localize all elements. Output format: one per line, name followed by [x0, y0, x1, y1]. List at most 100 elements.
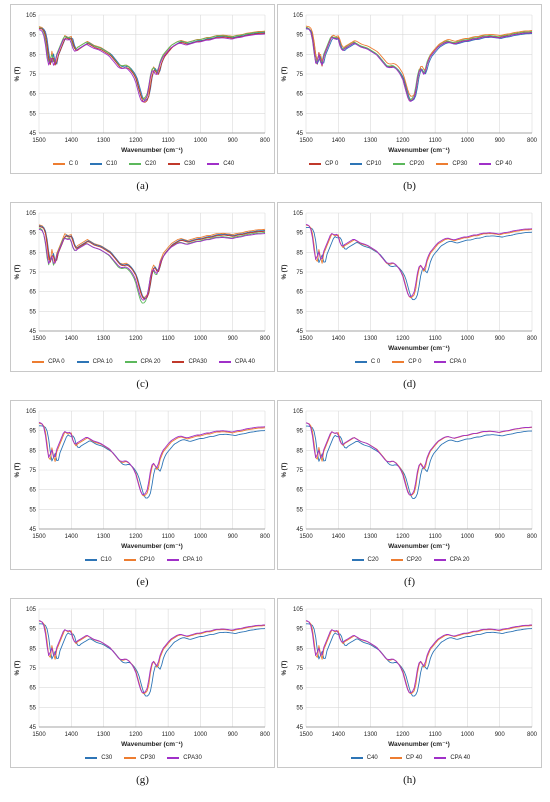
- x-tick-label: 1200: [129, 336, 143, 342]
- y-tick-label: 75: [296, 468, 303, 474]
- legend-item: CPA30: [172, 359, 207, 365]
- legend-swatch: [479, 163, 492, 165]
- chart-cell-a: 45 55 65 75 85 95 105 1500 1400 1300 1200 1100 1000 9…: [10, 4, 275, 197]
- legend: C20 CP20 CPA 20: [278, 554, 543, 566]
- x-tick-label: 1200: [396, 534, 410, 540]
- panel-caption: (c): [136, 378, 149, 390]
- x-tick-label: 1400: [332, 138, 346, 144]
- legend-swatch: [434, 757, 447, 759]
- legend-swatch: [129, 163, 142, 165]
- chart-cell-f: 45 55 65 75 85 95 105 1500 1400 1300 1200 1100 1000 9…: [277, 400, 542, 593]
- x-tick-label: 1400: [332, 732, 346, 738]
- y-tick-label: 105: [26, 13, 37, 19]
- legend-label: C10: [106, 161, 118, 167]
- x-tick-label: 1000: [194, 138, 208, 144]
- legend-swatch: [76, 361, 89, 363]
- series-line-cp-0: [305, 224, 533, 299]
- x-tick-label: 1300: [364, 336, 378, 342]
- x-tick-label: 1000: [461, 336, 475, 342]
- y-tick-label: 95: [296, 627, 303, 633]
- x-tick-label: 1200: [396, 138, 410, 144]
- legend-label: CP20: [406, 557, 422, 563]
- x-tick-label: 800: [260, 534, 271, 540]
- x-tick-label: 1100: [162, 732, 176, 738]
- legend-swatch: [390, 559, 403, 561]
- x-tick-label: 900: [228, 534, 239, 540]
- x-tick-label: 1500: [32, 336, 46, 342]
- x-tick-label: 1400: [332, 336, 346, 342]
- legend-label: CPA 20: [449, 557, 470, 563]
- legend-swatch: [436, 163, 449, 165]
- y-axis-label: % (T): [282, 661, 288, 676]
- x-tick-label: 1300: [97, 138, 111, 144]
- legend-item: CP30: [436, 161, 467, 167]
- legend-item: C30: [168, 161, 195, 167]
- chart-panel-h: 45 55 65 75 85 95 105 1500 1400 1300 1200 1100 1000 9…: [277, 598, 542, 768]
- legend-item: C20: [351, 557, 379, 563]
- legend-label: CP 40: [405, 755, 423, 761]
- legend-swatch: [219, 361, 232, 363]
- panel-caption: (f): [404, 576, 415, 588]
- y-tick-label: 55: [296, 705, 303, 711]
- x-tick-label: 1100: [429, 336, 443, 342]
- legend-item: CP10: [350, 161, 381, 167]
- legend-swatch: [32, 361, 45, 363]
- x-tick-label: 1500: [32, 732, 46, 738]
- series-line-c30: [39, 623, 266, 697]
- chart-panel-b: 45 55 65 75 85 95 105 1500 1400 1300 1200 1100 1000 9…: [277, 4, 542, 174]
- legend-item: CP 40: [389, 755, 423, 761]
- legend-label: CP30: [140, 755, 156, 761]
- y-tick-label: 105: [293, 607, 304, 613]
- legend-swatch: [433, 559, 446, 561]
- y-tick-label: 75: [296, 666, 303, 672]
- y-tick-label: 55: [29, 309, 36, 315]
- legend-item: C40: [350, 755, 378, 761]
- y-tick-label: 55: [296, 309, 303, 315]
- y-tick-label: 55: [29, 507, 36, 513]
- y-axis-label: % (T): [15, 265, 21, 280]
- legend-label: C40: [223, 161, 235, 167]
- legend-label: CPA 10: [182, 557, 203, 563]
- x-tick-label: 1400: [65, 336, 79, 342]
- panel-caption: (h): [403, 774, 416, 786]
- y-tick-label: 95: [29, 33, 36, 39]
- legend-item: CP 40: [479, 161, 512, 167]
- y-tick-label: 45: [296, 725, 303, 731]
- x-tick-label: 900: [495, 732, 506, 738]
- legend-item: CPA 10: [166, 557, 203, 563]
- chart-svg-d: 45 55 65 75 85 95 105 1500 1400 1300 1200 1100 1000 9…: [282, 211, 538, 352]
- chart-panel-a: 45 55 65 75 85 95 105 1500 1400 1300 1200 1100 1000 9…: [10, 4, 275, 174]
- x-tick-label: 1500: [32, 534, 46, 540]
- y-tick-label: 55: [29, 705, 36, 711]
- series-line-cpa30: [38, 226, 266, 300]
- chart-cell-e: 45 55 65 75 85 95 105 1500 1400 1300 1200 1100 1000 9…: [10, 400, 275, 593]
- y-tick-label: 65: [29, 92, 36, 98]
- y-tick-label: 95: [296, 231, 303, 237]
- x-tick-label: 1300: [364, 732, 378, 738]
- legend-swatch: [124, 757, 137, 759]
- legend: C10 CP10 CPA 10: [11, 554, 276, 566]
- y-tick-label: 105: [293, 409, 304, 415]
- y-tick-label: 45: [296, 131, 303, 137]
- panel-caption: (d): [403, 378, 416, 390]
- series-line-cpa-0: [38, 224, 266, 299]
- legend-swatch: [166, 559, 179, 561]
- legend-label: CP10: [139, 557, 155, 563]
- y-tick-label: 75: [29, 468, 36, 474]
- y-tick-label: 55: [296, 111, 303, 117]
- series-line-c20: [38, 27, 266, 99]
- legend-item: C 0: [354, 359, 380, 365]
- x-tick-label: 1300: [97, 534, 111, 540]
- legend-item: C10: [84, 557, 112, 563]
- y-axis-label: % (T): [15, 67, 21, 82]
- chart-panel-d: 45 55 65 75 85 95 105 1500 1400 1300 1200 1100 1000 9…: [277, 202, 542, 372]
- legend-swatch: [433, 361, 446, 363]
- x-tick-label: 1100: [162, 336, 176, 342]
- chart-cell-h: 45 55 65 75 85 95 105 1500 1400 1300 1200 1100 1000 9…: [277, 598, 542, 791]
- chart-svg-e: 45 55 65 75 85 95 105 1500 1400 1300 1200 1100 1000 9…: [15, 409, 271, 550]
- legend-label: C30: [101, 755, 113, 761]
- legend-label: CP 0: [408, 359, 422, 365]
- series-line-cpa-20: [305, 422, 533, 496]
- legend-label: CP10: [366, 161, 382, 167]
- chart-panel-c: 45 55 65 75 85 95 105 1500 1400 1300 1200 1100 1000 9…: [10, 202, 275, 372]
